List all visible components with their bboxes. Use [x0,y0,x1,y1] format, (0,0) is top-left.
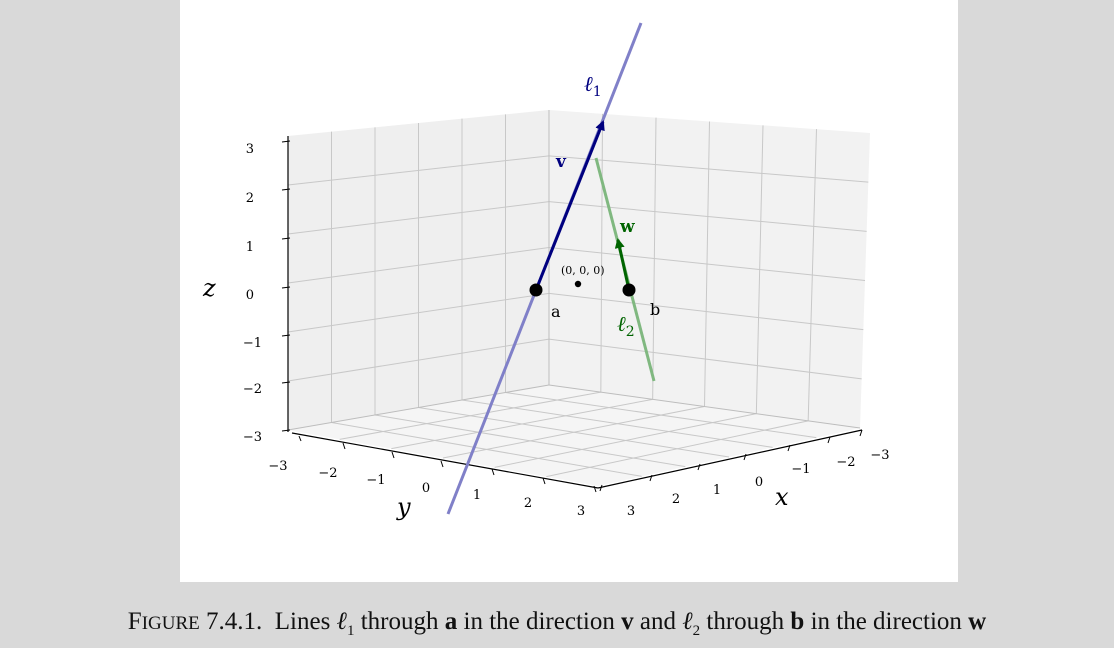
y-tick-label: 1 [473,488,481,503]
point-a [529,283,543,297]
z-tick-label: 2 [246,191,254,206]
y-tick-label: 0 [422,481,430,496]
grid-line [546,420,809,478]
z-tick-labels: 3 2 1 0 −1 −2 −3 [243,142,262,445]
y-tick-label: 2 [524,496,532,511]
l2-label-sub: 2 [626,324,635,340]
floor-pane [288,385,860,486]
y-tick-label: 3 [577,504,585,519]
caption-l1-sym: ℓ [336,608,347,635]
caption-text-3: in the direction [463,608,615,635]
caption-w: w [968,608,987,635]
a-label: a [551,302,561,321]
caption-l1-sub: 1 [346,623,355,639]
caption-a: a [444,608,458,635]
origin-label: (0, 0, 0) [561,264,605,277]
right-pane [549,110,870,428]
y-tick-label: −3 [268,459,287,474]
vector-w [614,238,631,291]
z-tick-label: −3 [243,430,262,445]
y-tick-marks [298,435,597,493]
caption-l2-sub: 2 [692,623,701,639]
y-axis-label: y [396,493,411,521]
grid-line [548,338,862,380]
z-tick-marks [281,140,291,432]
caption-text-1: Lines [274,608,331,635]
caption-l2-sym: ℓ [682,608,693,635]
z-tick-label: 3 [246,142,254,157]
z-tick-label: 0 [246,288,254,303]
point-b [622,283,636,297]
b-label: b [650,300,660,319]
origin-point [574,280,582,288]
grid [287,113,869,478]
caption-text-5: through [706,608,785,635]
caption-text-2: through [360,608,439,635]
x-axis-label: x [775,483,789,511]
caption-text-6: in the direction [810,608,962,635]
pane-edges [287,110,861,431]
x-tick-label: 1 [713,483,721,498]
grid-line [287,338,550,382]
z-tick-label: −1 [243,336,262,351]
caption-number: 7.4.1. [206,608,263,635]
x-tick-labels: 3 2 1 0 −1 −2 −3 [627,448,890,519]
y-tick-labels: −3 −2 −1 0 1 2 3 [268,459,585,519]
caption-text-4: and [639,608,676,635]
vector-v [534,120,605,291]
x-tick-label: −3 [870,448,889,463]
x-tick-label: 0 [755,475,763,490]
x-tick-label: −2 [836,455,855,470]
y-tick-label: −1 [366,473,385,488]
l1-label: ℓ1 [584,72,602,100]
v-label: v [555,152,567,172]
caption-v: v [621,608,634,635]
x-tick-label: −1 [791,462,810,477]
figure-caption: FIGURE 7.4.1. Lines ℓ1 through a in the … [0,608,1114,640]
y-axis-line [291,432,599,489]
w-label: w [619,217,635,237]
l1-label-sub: 1 [593,84,602,100]
caption-fig-first: F [127,608,142,635]
z-tick-label: 1 [246,240,254,255]
x-tick-label: 2 [672,492,680,507]
caption-fig-rest: IGURE [141,613,200,634]
x-tick-label: 3 [627,504,635,519]
x-axis-line [597,429,863,489]
x-tick-marks [599,429,863,492]
3d-plot: 3 2 1 0 −1 −2 −3 −3 −2 −1 0 1 2 3 3 2 1 … [202,22,890,521]
caption-b: b [790,608,805,635]
z-tick-label: −2 [243,382,262,397]
y-tick-label: −2 [318,466,337,481]
z-axis-label: z [202,274,216,302]
